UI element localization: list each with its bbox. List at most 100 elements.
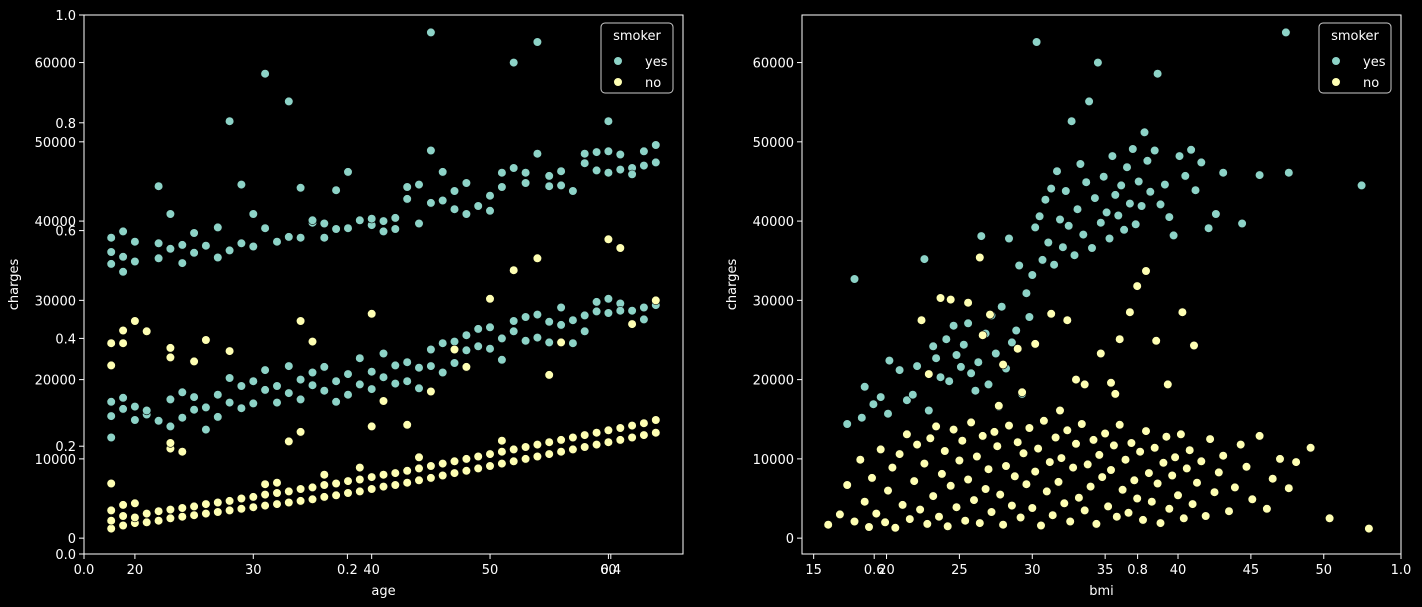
axes-frame — [83, 14, 684, 555]
point-no — [1080, 379, 1090, 390]
point-yes — [225, 245, 235, 255]
point-yes — [248, 209, 258, 219]
point-yes — [591, 306, 602, 317]
point-yes — [1150, 145, 1160, 156]
point-no — [1053, 477, 1064, 487]
point-no — [963, 474, 973, 485]
legend: smoker yes no — [600, 22, 674, 94]
point-yes — [154, 181, 164, 191]
point-yes — [378, 216, 389, 226]
point-no — [1173, 490, 1183, 500]
point-no — [639, 430, 649, 440]
point-no — [390, 468, 400, 478]
point-yes — [319, 233, 329, 243]
point-no — [1205, 434, 1215, 444]
point-no — [438, 459, 448, 469]
outer-x-tick-label: 0.4 — [600, 563, 621, 578]
point-no — [1096, 348, 1106, 359]
x-tick-label: 30 — [1024, 563, 1041, 578]
point-no — [1033, 444, 1043, 454]
outer-x-tick-label: 0.8 — [1127, 563, 1148, 578]
point-yes — [1107, 151, 1117, 161]
point-yes — [154, 238, 164, 248]
y-axis-label: charges — [725, 259, 740, 311]
point-yes — [497, 168, 507, 178]
point-yes — [177, 387, 187, 397]
legend-label-yes: yes — [645, 55, 668, 70]
point-yes — [426, 361, 436, 371]
point-no — [975, 518, 985, 528]
point-no — [924, 369, 934, 379]
point-no — [189, 501, 199, 512]
point-no — [532, 440, 543, 450]
point-yes — [520, 312, 531, 322]
point-yes — [1058, 242, 1068, 252]
point-yes — [1081, 177, 1091, 187]
point-yes — [1030, 222, 1040, 232]
point-yes — [509, 57, 519, 68]
point-yes — [876, 392, 886, 402]
point-yes — [544, 181, 554, 191]
point-no — [414, 475, 424, 485]
point-yes — [461, 209, 472, 219]
point-yes — [461, 178, 472, 188]
point-yes — [1049, 260, 1059, 270]
point-no — [485, 294, 495, 304]
legend-label-no: no — [645, 76, 661, 91]
point-yes — [201, 425, 211, 435]
point-yes — [556, 166, 566, 176]
point-no — [883, 486, 893, 496]
point-no — [165, 343, 175, 353]
point-no — [1100, 428, 1110, 439]
outer-x-tick-label: 0.2 — [337, 563, 358, 578]
point-no — [1218, 451, 1228, 461]
point-yes — [106, 259, 116, 269]
point-yes — [343, 369, 353, 379]
point-no — [1305, 443, 1316, 453]
point-yes — [414, 383, 424, 393]
point-no — [591, 440, 602, 450]
point-no — [651, 415, 661, 425]
outer-y-tick-label: 0.4 — [55, 332, 76, 347]
point-no — [871, 508, 881, 519]
point-no — [876, 444, 886, 455]
point-no — [509, 265, 519, 275]
point-yes — [130, 402, 140, 412]
y-axis-label: charges — [7, 259, 22, 311]
point-yes — [509, 163, 519, 173]
point-yes — [485, 191, 495, 201]
point-yes — [520, 178, 531, 188]
x-tick-label: 35 — [1097, 563, 1114, 578]
point-yes — [1099, 172, 1109, 182]
point-no — [236, 504, 246, 514]
point-no — [426, 473, 436, 483]
point-yes — [307, 380, 318, 390]
outer-y-tick-label: 0.8 — [55, 117, 76, 132]
point-no — [1147, 497, 1157, 507]
point-yes — [568, 315, 578, 325]
point-yes — [260, 223, 270, 233]
point-no — [449, 344, 460, 355]
y-tick-label: 20000 — [753, 374, 794, 389]
point-no — [390, 480, 400, 490]
point-yes — [997, 302, 1007, 312]
point-no — [1112, 512, 1122, 522]
point-yes — [485, 206, 495, 216]
x-tick-label: 60 — [600, 563, 617, 578]
point-no — [1170, 452, 1180, 462]
point-no — [1103, 501, 1113, 512]
point-no — [106, 478, 116, 489]
point-yes — [461, 345, 472, 355]
point-no — [946, 481, 956, 491]
outer-x-tick-label: 1.0 — [1391, 563, 1412, 578]
point-yes — [154, 416, 164, 426]
point-no — [414, 463, 424, 474]
point-yes — [509, 326, 519, 336]
point-no — [367, 472, 377, 482]
point-no — [864, 522, 874, 532]
point-no — [343, 476, 353, 486]
point-no — [307, 482, 318, 493]
point-no — [1083, 459, 1093, 470]
point-no — [1091, 519, 1101, 529]
point-yes — [1164, 212, 1174, 222]
